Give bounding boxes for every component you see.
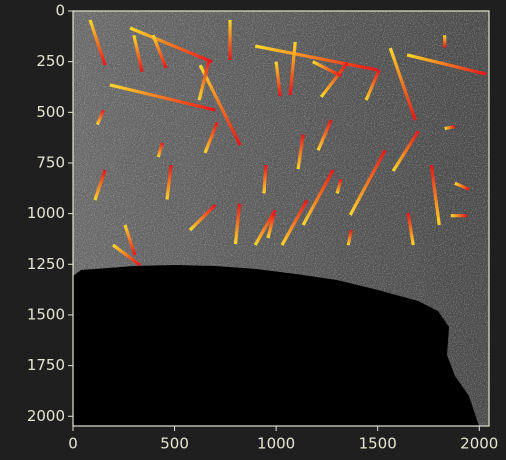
chart: 0500100015002000025050075010001250150017… <box>0 0 506 460</box>
y-tick-label: 1000 <box>27 204 65 222</box>
y-tick-label: 500 <box>36 103 65 121</box>
segment <box>445 127 455 129</box>
x-tick-label: 1500 <box>359 435 397 453</box>
y-tick-label: 1250 <box>27 255 65 273</box>
y-tick-label: 1500 <box>27 305 65 323</box>
x-tick-label: 500 <box>160 435 189 453</box>
y-tick-label: 0 <box>55 2 65 20</box>
page: 0500100015002000025050075010001250150017… <box>0 0 506 460</box>
segment <box>264 165 266 193</box>
y-tick-label: 1750 <box>27 356 65 374</box>
x-tick-label: 1000 <box>257 435 295 453</box>
y-tick-label: 250 <box>36 52 65 70</box>
y-tick-label: 750 <box>36 153 65 171</box>
y-tick-label: 2000 <box>27 407 65 425</box>
x-tick-label: 2000 <box>460 435 498 453</box>
x-tick-label: 0 <box>68 435 78 453</box>
